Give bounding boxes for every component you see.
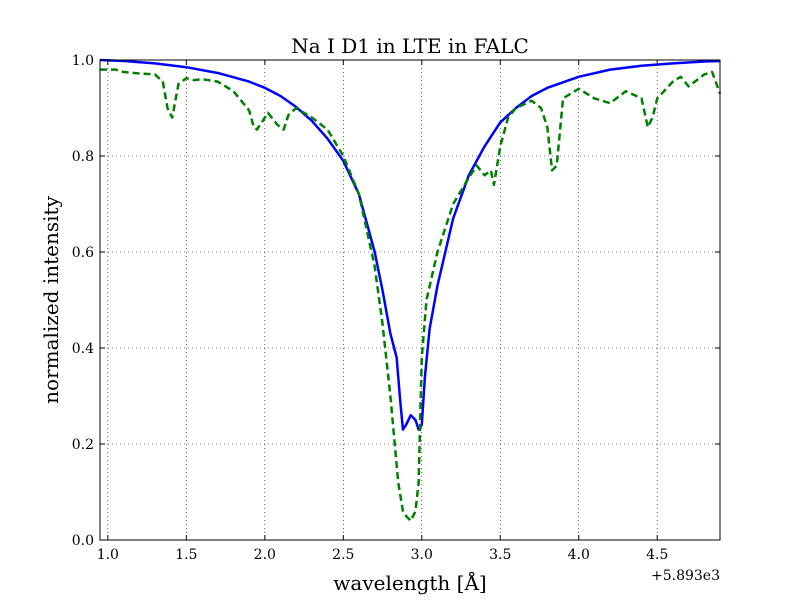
y-tick-label: 1.0 — [72, 53, 94, 69]
x-tick-label: 3.5 — [489, 547, 511, 563]
x-tick-label: 2.5 — [332, 547, 354, 563]
axis-ticks: 1.0 1.5 2.0 2.5 3.0 3.5 4.0 4.5 0.0 0.2 0.4 0.6 0.8 1… — [72, 53, 720, 563]
x-tick-label: 4.0 — [568, 547, 590, 563]
x-tick-label: 3.0 — [411, 547, 433, 563]
y-tick-label: 0.2 — [72, 437, 94, 453]
x-tick-label: 1.0 — [97, 547, 119, 563]
x-tick-label: 4.5 — [646, 547, 668, 563]
plot-frame — [99, 59, 721, 541]
series-line-dashed — [100, 68, 722, 523]
x-offset-label: +5.893e3 — [651, 568, 720, 584]
x-tick-label: 2.0 — [254, 547, 276, 563]
y-tick-label: 0.4 — [72, 341, 94, 357]
x-axis-label: wavelength [Å] — [333, 570, 486, 595]
series-line-solid — [99, 58, 721, 431]
y-tick-label: 0.8 — [72, 149, 94, 165]
chart-title: Na I D1 in LTE in FALC — [291, 34, 529, 58]
series-lines — [99, 58, 722, 523]
y-axis-label: normalized intensity — [39, 195, 63, 403]
y-tick-label: 0.0 — [72, 533, 94, 549]
y-tick-label: 0.6 — [72, 245, 94, 261]
x-tick-label: 1.5 — [175, 547, 197, 563]
